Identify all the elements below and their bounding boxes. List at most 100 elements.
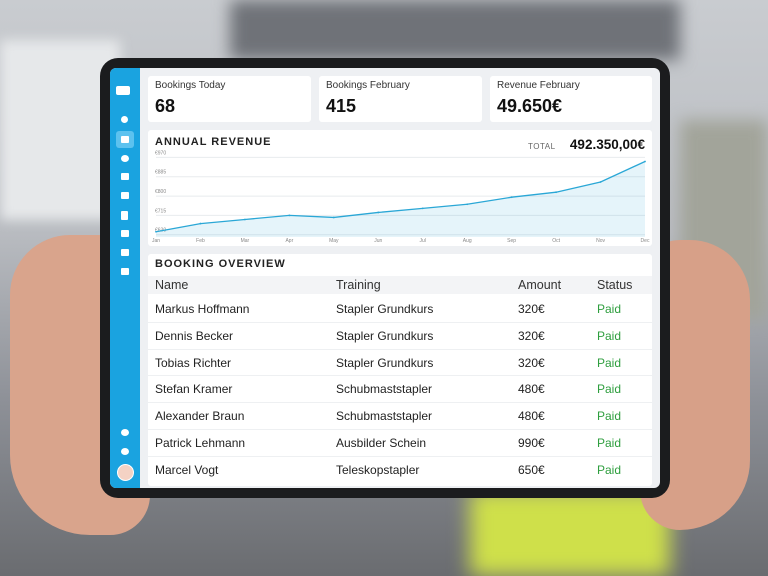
table-cell: Stapler Grundkurs [336, 355, 434, 370]
status: Paid [597, 436, 622, 450]
nav-contacts[interactable] [121, 173, 129, 180]
row-divider [148, 402, 652, 404]
x-tick-label: Aug [463, 238, 472, 244]
nav-user[interactable] [121, 155, 129, 162]
status: Paid [597, 382, 622, 397]
nav-docs[interactable] [121, 211, 128, 220]
stat-label: Revenue February [497, 80, 580, 91]
table-cell: Schubmaststapler [336, 409, 433, 424]
chart-title: ANNUAL REVENUE [155, 136, 272, 148]
point [155, 230, 157, 233]
table-header-bg [148, 276, 652, 294]
table-cell: 650€ [518, 462, 545, 477]
table-cell: 480€ [518, 382, 545, 397]
stat-value: 49.650€ [497, 96, 563, 116]
x-tick-label: Oct [552, 238, 560, 244]
total-value: 492.350,00€ [569, 137, 645, 152]
nav-mail[interactable] [121, 192, 129, 199]
total-label: TOTAL [528, 142, 556, 151]
chart-panel: ANNUAL REVENUE TOTAL 492.350,00€ €630 €71… [148, 130, 652, 246]
nav-home[interactable] [121, 136, 129, 143]
table-cell: Alexander Braun [155, 409, 245, 424]
point [421, 207, 424, 210]
y-tick-label: €885 [155, 170, 166, 176]
column-header: Training [336, 278, 381, 292]
table-cell: 320€ [518, 328, 545, 343]
nav-help[interactable] [121, 448, 129, 455]
x-tick-label: Mar [241, 238, 250, 244]
point [466, 203, 469, 206]
nav-tag[interactable] [121, 268, 129, 275]
point [244, 218, 246, 221]
x-tick-label: Jul [420, 238, 426, 244]
status: Paid [597, 328, 622, 343]
avatar[interactable] [117, 464, 134, 481]
stat-label: Bookings February [326, 80, 410, 91]
x-tick-label: Nov [596, 238, 605, 244]
area [156, 161, 645, 237]
point [288, 214, 291, 217]
column-header: Amount [518, 278, 562, 292]
nav-truck[interactable] [121, 230, 129, 237]
column-header: Name [155, 278, 189, 292]
row-divider [148, 375, 652, 377]
stat-value: 68 [155, 96, 176, 116]
status: Paid [597, 302, 622, 316]
x-tick-label: Sep [507, 238, 516, 244]
nav-settings[interactable] [121, 429, 129, 436]
table-cell: 480€ [518, 409, 545, 424]
table-cell: 320€ [518, 355, 545, 370]
x-tick-label: May [329, 238, 339, 244]
status: Paid [597, 462, 622, 477]
table-cell: Markus Hoffmann [155, 302, 250, 316]
y-tick-label: €715 [155, 208, 166, 214]
table-cell: Stapler Grundkurs [336, 302, 434, 316]
row-divider [148, 348, 652, 350]
point [599, 181, 602, 183]
table-cell: 990€ [518, 436, 545, 450]
nav-search[interactable] [121, 116, 128, 123]
point [332, 216, 335, 219]
x-tick-label: Jan [152, 238, 160, 244]
stat-card: Bookings February 415 [319, 76, 482, 122]
stat-card: Revenue February 49.650€ [490, 76, 652, 122]
row-divider [148, 429, 652, 430]
table-cell: Tobias Richter [155, 355, 232, 370]
table-cell: 320€ [518, 302, 545, 316]
booking-panel: BOOKING OVERVIEW Name Training Amount Statu… [148, 254, 652, 486]
point [644, 160, 646, 163]
table-cell: Teleskopstapler [336, 462, 420, 477]
booking-table: Name Training Amount Status Markus Hoffmann S… [148, 254, 652, 486]
point [377, 211, 380, 214]
row-divider [148, 321, 652, 323]
x-tick-label: Feb [196, 238, 205, 244]
bg-machine [230, 0, 680, 60]
status: Paid [597, 355, 622, 370]
booking-title: BOOKING OVERVIEW [155, 258, 286, 270]
y-tick-label: €970 [155, 150, 166, 156]
bg-vest [470, 490, 670, 576]
y-tick-label: €800 [155, 189, 166, 195]
point [510, 196, 513, 199]
table-cell: Patrick Lehmann [155, 436, 246, 450]
x-tick-label: Jun [374, 238, 382, 244]
status: Paid [597, 409, 622, 424]
stat-card: Bookings Today 68 [148, 76, 311, 122]
table-cell: Schubmaststapler [336, 382, 433, 397]
logo [116, 86, 130, 95]
table-cell: Dennis Becker [155, 328, 234, 343]
stat-label: Bookings Today [155, 80, 226, 91]
table-cell: Stapler Grundkurs [336, 328, 434, 343]
table-cell: Stefan Kramer [155, 382, 233, 397]
column-header: Status [597, 278, 633, 292]
table-cell: Ausbilder Schein [336, 436, 427, 450]
row-divider [148, 455, 652, 457]
line [155, 160, 646, 233]
nav-bank[interactable] [121, 249, 129, 256]
point [555, 191, 557, 194]
x-tick-label: Apr [285, 238, 293, 244]
point [199, 222, 202, 225]
table-cell: Marcel Vogt [155, 462, 219, 477]
